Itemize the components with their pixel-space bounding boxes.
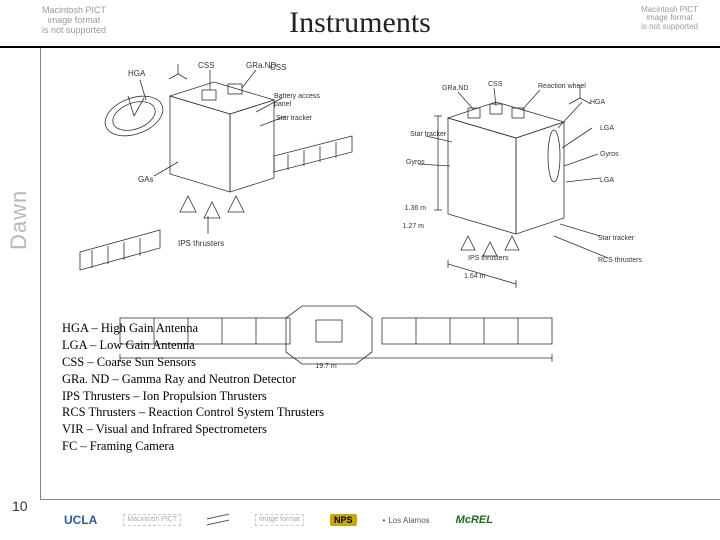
legend-lga: LGA – Low Gain Antenna bbox=[62, 337, 324, 354]
label-hga2: HGA bbox=[590, 99, 606, 106]
label-css-b: CSS bbox=[270, 63, 286, 72]
placeholder-line: image format bbox=[259, 516, 300, 523]
placeholder-line: Macintosh PICT bbox=[127, 516, 177, 523]
logo-losalamos: • Los Alamos bbox=[383, 516, 430, 525]
label-css: CSS bbox=[198, 61, 214, 70]
legend-vir: VIR – Visual and Infrared Spectrometers bbox=[62, 421, 324, 438]
label-star: Star tracker bbox=[276, 115, 313, 122]
label-dim2: 1.64 m bbox=[464, 273, 486, 280]
label-hga: HGA bbox=[128, 69, 146, 78]
title-rule bbox=[0, 46, 720, 48]
footer-logos: UCLA Macintosh PICT image format NPS • L… bbox=[40, 500, 720, 540]
legend-rcs: RCS Thrusters – Reaction Control System … bbox=[62, 404, 324, 421]
legend-fc: FC – Framing Camera bbox=[62, 438, 324, 455]
label-ips: IPS thrusters bbox=[178, 239, 224, 248]
side-rule bbox=[40, 48, 41, 500]
logo-nps: NPS bbox=[330, 514, 357, 526]
label-gas: GAs bbox=[138, 175, 154, 184]
legend-block: HGA – High Gain Antenna LGA – Low Gain A… bbox=[62, 320, 324, 455]
label-gyros2: Gyros bbox=[600, 151, 619, 158]
logo-mcrel: McREL bbox=[456, 514, 493, 526]
logo-placeholder-1: Macintosh PICT bbox=[123, 514, 181, 525]
label-rcs2: RCS thrusters bbox=[598, 257, 642, 264]
logo-placeholder-2: image format bbox=[255, 514, 304, 525]
label-gyros: Gyros bbox=[406, 159, 425, 166]
legend-grand: GRa. ND – Gamma Ray and Neutron Detector bbox=[62, 371, 324, 388]
label-battery: Battery access bbox=[274, 93, 320, 100]
label-ips2: IPS thrusters bbox=[468, 255, 509, 262]
label-dim3: 1.27 m bbox=[403, 223, 425, 230]
jpl-icon bbox=[207, 512, 229, 528]
label-startracker2: Star tracker bbox=[598, 235, 635, 242]
label-dim1: 1.36 m bbox=[405, 205, 427, 212]
losalamos-text: Los Alamos bbox=[388, 516, 429, 525]
slide-root: Macintosh PICT image format is not suppo… bbox=[0, 0, 720, 540]
page-number: 10 bbox=[12, 498, 28, 514]
label-grand2: GRa.ND bbox=[442, 85, 468, 92]
legend-hga: HGA – High Gain Antenna bbox=[62, 320, 324, 337]
logo-ucla: UCLA bbox=[64, 513, 97, 527]
side-label: Dawn bbox=[6, 190, 32, 250]
label-reaction: Reaction wheel bbox=[538, 83, 586, 90]
label-lga: LGA bbox=[600, 125, 614, 132]
label-css2: CSS bbox=[488, 81, 503, 88]
page-title: Instruments bbox=[0, 6, 720, 40]
label-lga2: LGA bbox=[600, 177, 614, 184]
legend-ips: IPS Thrusters – Ion Propulsion Thrusters bbox=[62, 388, 324, 405]
logo-jpl bbox=[207, 512, 229, 528]
label-battery2: panel bbox=[274, 101, 292, 108]
legend-css: CSS – Coarse Sun Sensors bbox=[62, 354, 324, 371]
label-star2: Star tracker bbox=[410, 131, 447, 138]
